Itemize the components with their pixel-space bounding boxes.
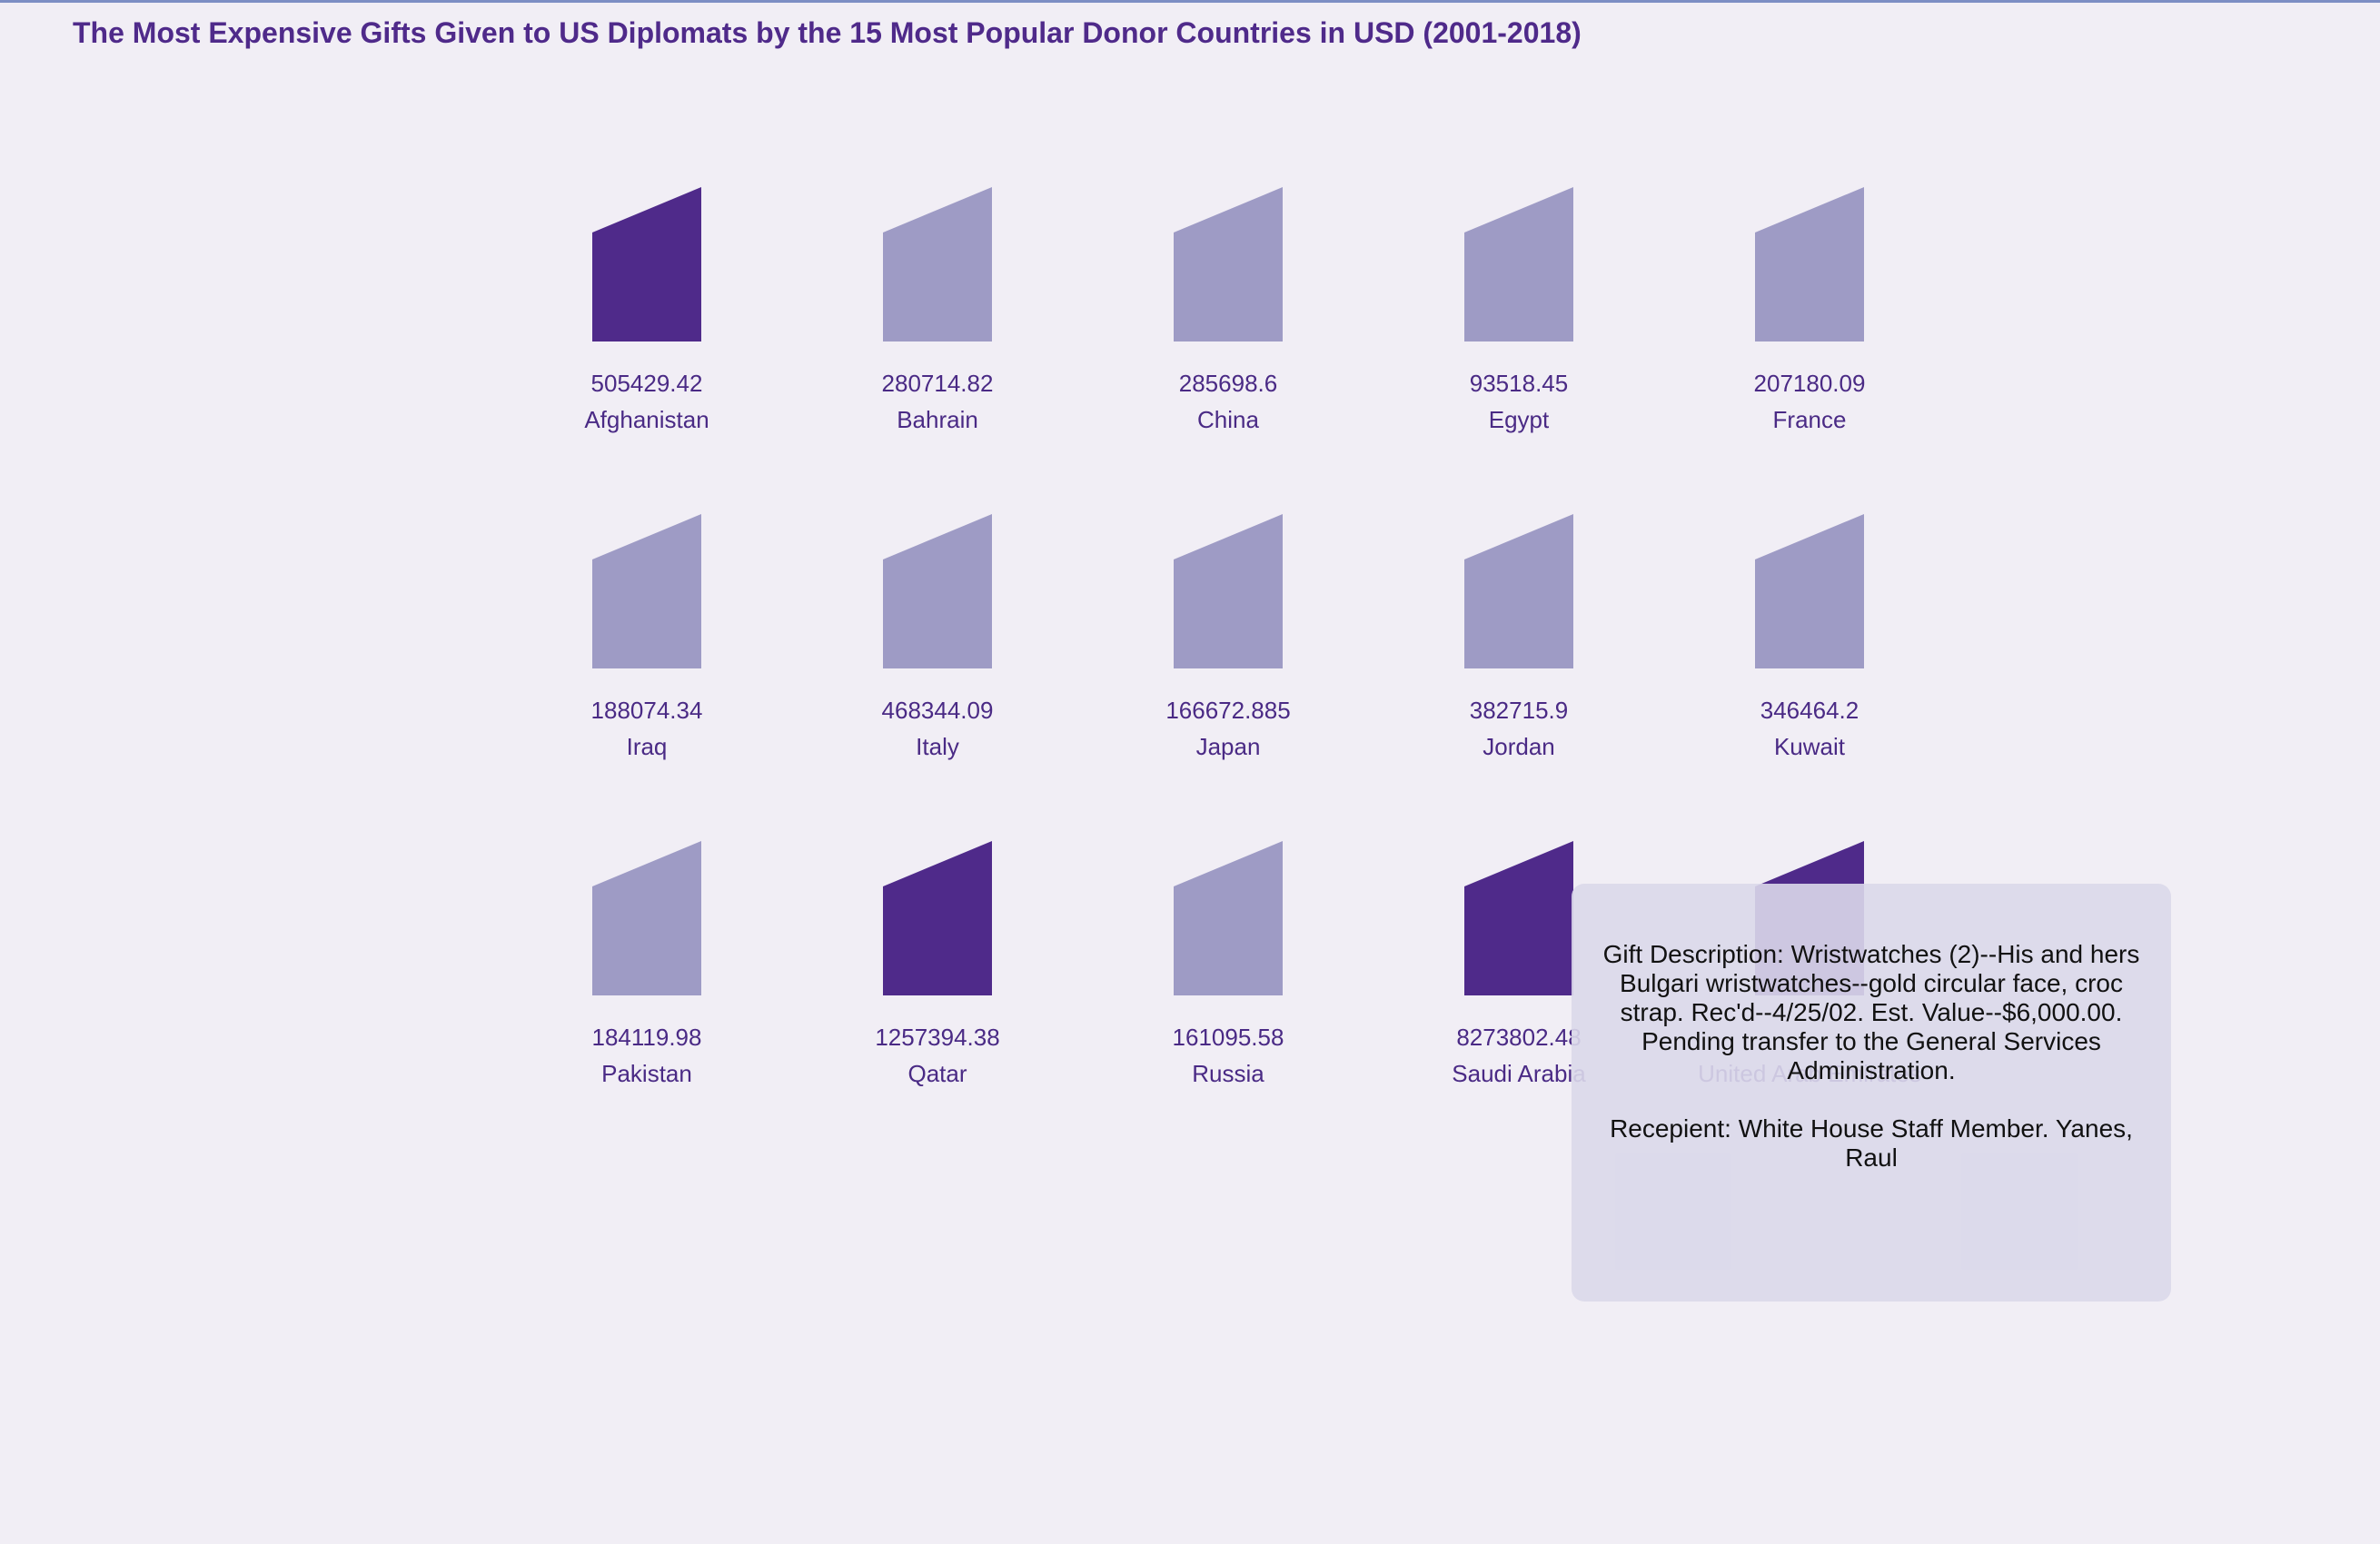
value-label-qatar: 1257394.38 [875,1024,999,1051]
country-label-japan: Japan [1196,733,1261,760]
value-label-iraq: 188074.34 [591,697,703,724]
value-label-italy: 468344.09 [882,697,994,724]
gift-icon-saudi-arabia[interactable] [1464,841,1573,995]
gift-icon-italy[interactable] [883,514,992,668]
country-label-bahrain: Bahrain [897,406,978,433]
gift-icon-afghanistan[interactable] [592,187,701,341]
gift-tooltip: Gift Description: Wristwatches (2)--His … [1572,884,2171,1302]
tooltip-description: Gift Description: Wristwatches (2)--His … [1602,940,2140,1084]
top-border [0,0,2380,3]
gift-icon-iraq[interactable] [592,514,701,668]
gift-icon-russia[interactable] [1174,841,1283,995]
gift-icon-japan[interactable] [1174,514,1283,668]
value-label-france: 207180.09 [1754,370,1866,397]
country-label-kuwait: Kuwait [1774,733,1846,760]
gift-icon-qatar[interactable] [883,841,992,995]
value-label-japan: 166672.885 [1165,697,1290,724]
country-label-qatar: Qatar [907,1060,967,1087]
gift-icon-china[interactable] [1174,187,1283,341]
gift-icon-pakistan[interactable] [592,841,701,995]
country-label-saudi-arabia: Saudi Arabia [1452,1060,1586,1087]
gift-icon-kuwait[interactable] [1755,514,1864,668]
value-label-china: 285698.6 [1179,370,1277,397]
value-label-russia: 161095.58 [1173,1024,1284,1051]
value-label-saudi-arabia: 8273802.48 [1456,1024,1581,1051]
country-label-jordan: Jordan [1483,733,1555,760]
gift-icon-egypt[interactable] [1464,187,1573,341]
country-label-china: China [1197,406,1259,433]
country-label-pakistan: Pakistan [601,1060,692,1087]
gift-icon-bahrain[interactable] [883,187,992,341]
country-label-france: France [1773,406,1847,433]
country-label-egypt: Egypt [1489,406,1550,433]
tooltip-recipient: Recepient: White House Staff Member. Yan… [1610,1114,2133,1172]
chart-title: The Most Expensive Gifts Given to US Dip… [73,16,1582,49]
value-label-jordan: 382715.9 [1470,697,1568,724]
value-label-egypt: 93518.45 [1470,370,1568,397]
value-label-kuwait: 346464.2 [1760,697,1859,724]
value-label-bahrain: 280714.82 [882,370,994,397]
country-label-afghanistan: Afghanistan [584,406,709,433]
gift-icon-jordan[interactable] [1464,514,1573,668]
gift-icon-france[interactable] [1755,187,1864,341]
country-label-iraq: Iraq [627,733,668,760]
country-label-italy: Italy [916,733,959,760]
country-label-russia: Russia [1192,1060,1264,1087]
value-label-pakistan: 184119.98 [592,1024,702,1051]
value-label-afghanistan: 505429.42 [591,370,703,397]
